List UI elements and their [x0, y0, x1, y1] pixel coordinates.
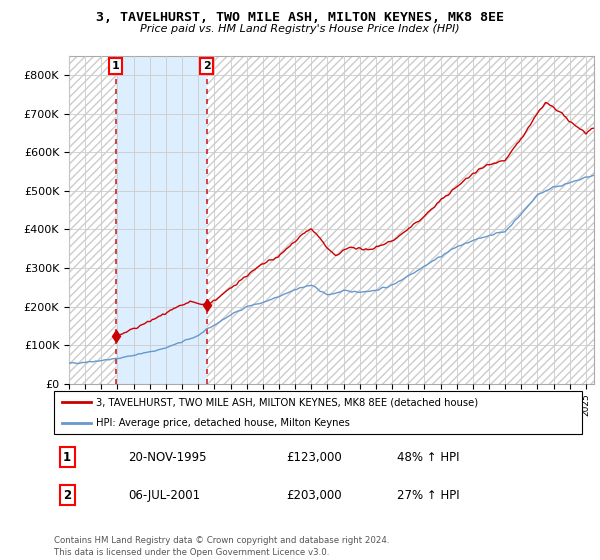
Text: 1: 1	[63, 451, 71, 464]
Text: 06-JUL-2001: 06-JUL-2001	[128, 489, 200, 502]
Text: 3, TAVELHURST, TWO MILE ASH, MILTON KEYNES, MK8 8EE: 3, TAVELHURST, TWO MILE ASH, MILTON KEYN…	[96, 11, 504, 24]
Text: 2: 2	[63, 489, 71, 502]
Text: 3, TAVELHURST, TWO MILE ASH, MILTON KEYNES, MK8 8EE (detached house): 3, TAVELHURST, TWO MILE ASH, MILTON KEYN…	[96, 397, 478, 407]
Text: 27% ↑ HPI: 27% ↑ HPI	[397, 489, 460, 502]
Text: 2: 2	[203, 61, 211, 71]
Text: 20-NOV-1995: 20-NOV-1995	[128, 451, 206, 464]
Text: Price paid vs. HM Land Registry's House Price Index (HPI): Price paid vs. HM Land Registry's House …	[140, 24, 460, 34]
Text: £203,000: £203,000	[286, 489, 342, 502]
Text: Contains HM Land Registry data © Crown copyright and database right 2024.
This d: Contains HM Land Registry data © Crown c…	[54, 536, 389, 557]
Text: HPI: Average price, detached house, Milton Keynes: HPI: Average price, detached house, Milt…	[96, 418, 350, 427]
Text: £123,000: £123,000	[286, 451, 342, 464]
FancyBboxPatch shape	[54, 391, 582, 434]
Text: 48% ↑ HPI: 48% ↑ HPI	[397, 451, 460, 464]
Bar	[69, 56, 594, 384]
Text: 1: 1	[112, 61, 120, 71]
Bar	[116, 56, 207, 384]
